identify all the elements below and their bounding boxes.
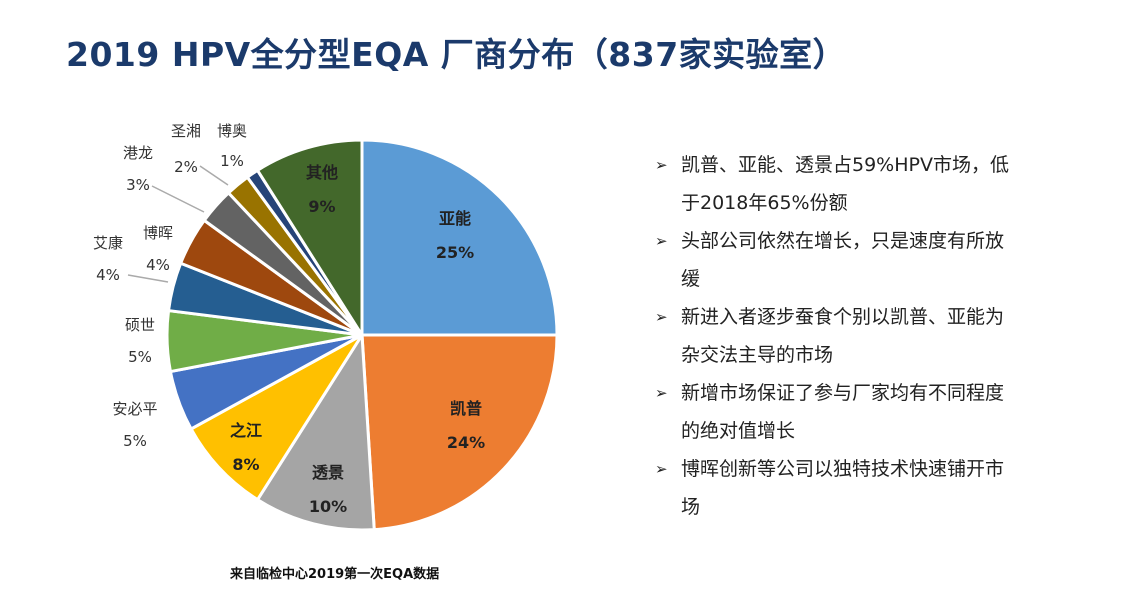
bullet-item: ➢ 博晖创新等公司以独特技术快速铺开市场 <box>655 450 1015 526</box>
slice-label: 透景 <box>312 463 344 482</box>
slice-label: 博奥 <box>217 122 247 140</box>
slide-title: 2019 HPV全分型EQA 厂商分布（837家实验室） <box>66 35 847 74</box>
arrowhead-icon: ➢ <box>655 156 668 174</box>
pie-chart: 亚能 25% 凯普 24% 透景 10% 之江 8% 安必平 5% 硕世 5% 艾康 4% 博晖 4% 港龙 3%… <box>93 122 559 532</box>
leader-line <box>199 165 229 186</box>
arrowhead-icon: ➢ <box>655 384 668 402</box>
leader-line <box>127 274 169 283</box>
arrowhead-icon: ➢ <box>655 232 668 250</box>
pie-slice-其他 <box>255 138 364 341</box>
slice-label: 安必平 <box>112 400 157 418</box>
bullet-item: ➢ 头部公司依然在增长，只是速度有所放缓 <box>655 222 1015 298</box>
slice-value-label: 10% <box>309 497 347 516</box>
bullet-list: ➢ 凯普、亚能、透景占59%HPV市场，低于2018年65%份额 ➢ 头部公司依然在… <box>655 146 1015 526</box>
pie-slice-凯普 <box>360 333 559 532</box>
slice-label: 艾康 <box>93 234 123 252</box>
slice-label: 凯普 <box>450 399 482 418</box>
source-note: 来自临检中心2019第一次EQA数据 <box>230 567 440 582</box>
slice-value-label: 24% <box>447 433 485 452</box>
bullet-item: ➢ 新进入者逐步蚕食个别以凯普、亚能为杂交法主导的市场 <box>655 298 1015 374</box>
slice-value-label: 5% <box>128 348 152 366</box>
slice-value-label: 9% <box>308 197 335 216</box>
slice-value-label: 4% <box>96 266 120 284</box>
slice-value-label: 3% <box>126 176 150 194</box>
slice-label: 港龙 <box>123 144 153 162</box>
slice-label: 硕世 <box>125 316 155 334</box>
arrowhead-icon: ➢ <box>655 308 668 326</box>
pie-slice-之江 <box>189 333 364 502</box>
leader-line <box>151 185 205 213</box>
arrowhead-icon: ➢ <box>655 460 668 478</box>
slice-value-label: 5% <box>123 432 147 450</box>
slice-value-label: 8% <box>232 455 259 474</box>
slice-value-label: 4% <box>146 256 170 274</box>
slice-value-label: 1% <box>220 152 244 170</box>
slice-value-label: 25% <box>436 243 474 262</box>
bullet-item: ➢ 凯普、亚能、透景占59%HPV市场，低于2018年65%份额 <box>655 146 1015 222</box>
pie-slice-透景 <box>255 330 376 532</box>
slice-label: 之江 <box>230 421 262 440</box>
pie-slice-亚能 <box>360 138 559 337</box>
bullet-item: ➢ 新增市场保证了参与厂家均有不同程度的绝对值增长 <box>655 374 1015 450</box>
slice-label: 其他 <box>306 163 338 182</box>
slice-label: 圣湘 <box>171 122 201 140</box>
slice-label: 亚能 <box>439 209 471 228</box>
slice-label: 博晖 <box>143 224 173 242</box>
slice-value-label: 2% <box>174 158 198 176</box>
